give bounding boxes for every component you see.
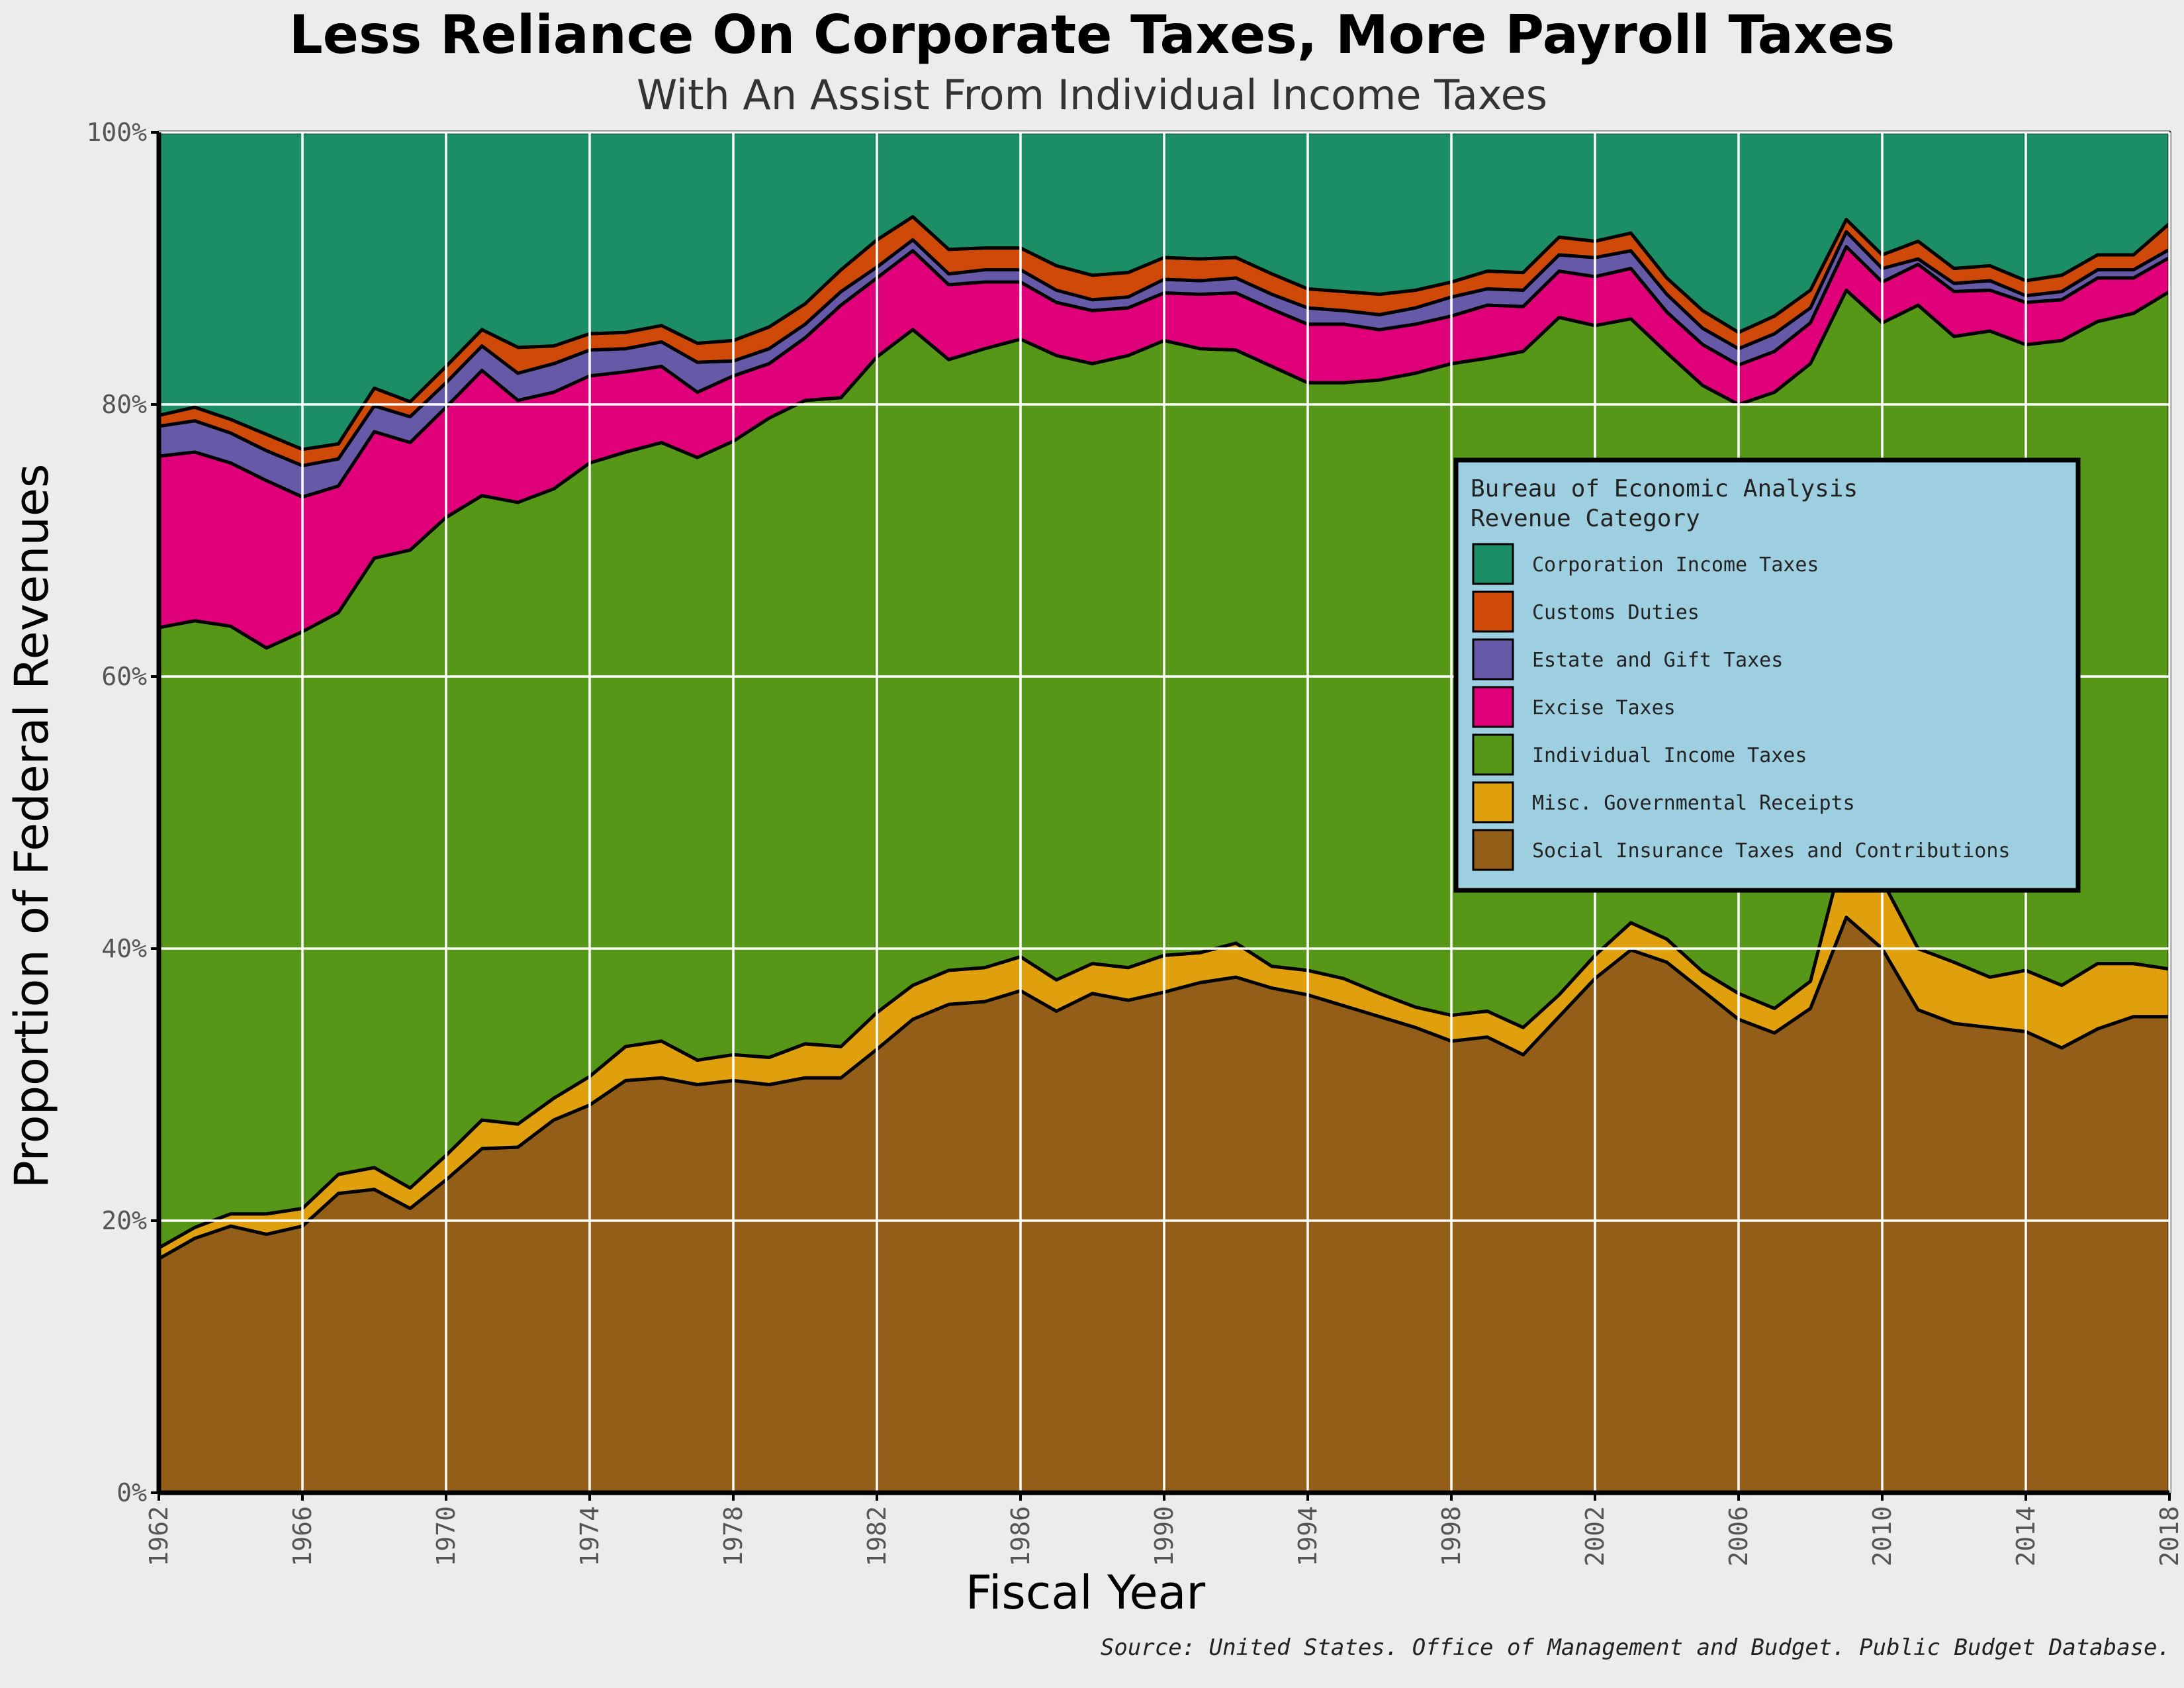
legend-label: Corporation Income Taxes [1532, 553, 1819, 577]
x-tick-label: 1966 [288, 1506, 317, 1567]
y-tick-label: 40% [101, 934, 147, 963]
y-tick-label: 60% [101, 662, 147, 691]
legend-box [1453, 457, 2081, 893]
plot-area [157, 130, 2171, 1495]
x-tick-label: 2018 [2155, 1506, 2184, 1567]
legend-swatch [1472, 638, 1514, 680]
legend-label: Individual Income Taxes [1532, 744, 1807, 767]
legend: Bureau of Economic Analysis Revenue Cate… [1453, 457, 2081, 893]
x-axis: 1962 1966 1970 1974 1978 1982 1986 1990 1994 1998… [144, 1490, 2184, 1567]
x-tick-label: 1998 [1437, 1506, 1466, 1567]
y-axis-title: Proportion of Federal Revenues [5, 464, 59, 1189]
legend-swatch [1472, 829, 1514, 871]
chart-title: Less Reliance On Corporate Taxes, More P… [289, 4, 1895, 66]
y-axis: 0% 20% 40% 60% 80% 100% [86, 118, 161, 1507]
source-caption: Source: United States. Office of Managem… [1101, 1634, 2171, 1661]
legend-label: Excise Taxes [1532, 696, 1676, 720]
legend-swatch [1472, 543, 1514, 585]
y-tick-label: 80% [101, 390, 147, 419]
legend-title-line-1: Bureau of Economic Analysis [1471, 475, 1858, 502]
x-tick-label: 1982 [862, 1506, 891, 1567]
legend-swatch [1472, 733, 1514, 776]
legend-label: Customs Duties [1532, 601, 1700, 624]
x-tick-label: 1986 [1006, 1506, 1035, 1567]
x-tick-label: 2014 [2011, 1506, 2040, 1567]
x-axis-title: Fiscal Year [966, 1566, 1206, 1620]
y-tick-label: 20% [101, 1206, 147, 1235]
x-tick-label: 2010 [1868, 1506, 1897, 1567]
legend-label: Misc. Governmental Receipts [1532, 792, 1855, 815]
y-tick-label: 100% [86, 118, 147, 147]
x-tick-label: 2002 [1580, 1506, 1610, 1567]
y-tick-label: 0% [116, 1478, 147, 1507]
legend-items: Corporation Income Taxes Customs Duties Es… [1472, 543, 2010, 871]
legend-label: Estate and Gift Taxes [1532, 649, 1783, 672]
legend-swatch [1472, 590, 1514, 633]
x-tick-label: 1990 [1150, 1506, 1179, 1567]
x-tick-label: 1962 [144, 1506, 173, 1567]
x-tick-label: 1978 [719, 1506, 748, 1567]
x-tick-label: 1994 [1293, 1506, 1322, 1567]
chart-subtitle: With An Assist From Individual Income Ta… [637, 71, 1547, 119]
legend-title-line-2: Revenue Category [1471, 505, 1700, 532]
x-tick-label: 1974 [575, 1506, 604, 1567]
x-tick-label: 1970 [432, 1506, 461, 1567]
legend-swatch [1472, 686, 1514, 728]
legend-label: Social Insurance Taxes and Contributions [1532, 839, 2010, 863]
x-tick-label: 2006 [1724, 1506, 1753, 1567]
legend-swatch [1472, 781, 1514, 823]
